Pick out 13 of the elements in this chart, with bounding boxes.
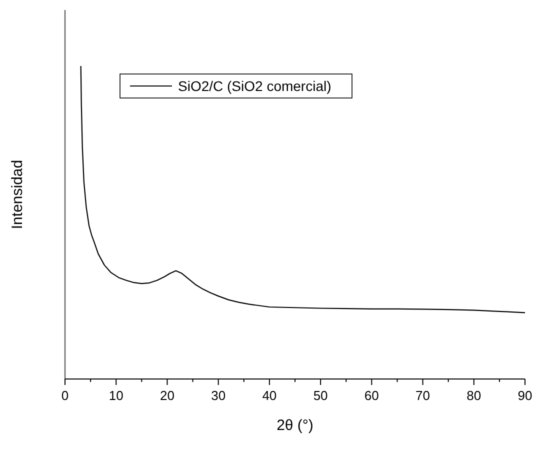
legend-label: SiO2/C (SiO2 comercial) [178,78,332,94]
x-tick-label: 20 [160,388,174,403]
x-tick-label: 90 [518,388,532,403]
x-tick-label: 40 [262,388,277,403]
x-tick-label: 30 [211,388,226,403]
x-tick-label: 70 [416,388,430,403]
x-tick-label: 0 [61,388,69,403]
x-tick-label: 80 [466,388,482,403]
x-tick-label: 10 [108,388,124,403]
x-axis-title: 2θ (°) [276,417,314,434]
x-tick-label: 60 [364,388,379,403]
x-tick-label: 50 [313,388,328,403]
y-axis-title: Intensidad [9,160,26,230]
